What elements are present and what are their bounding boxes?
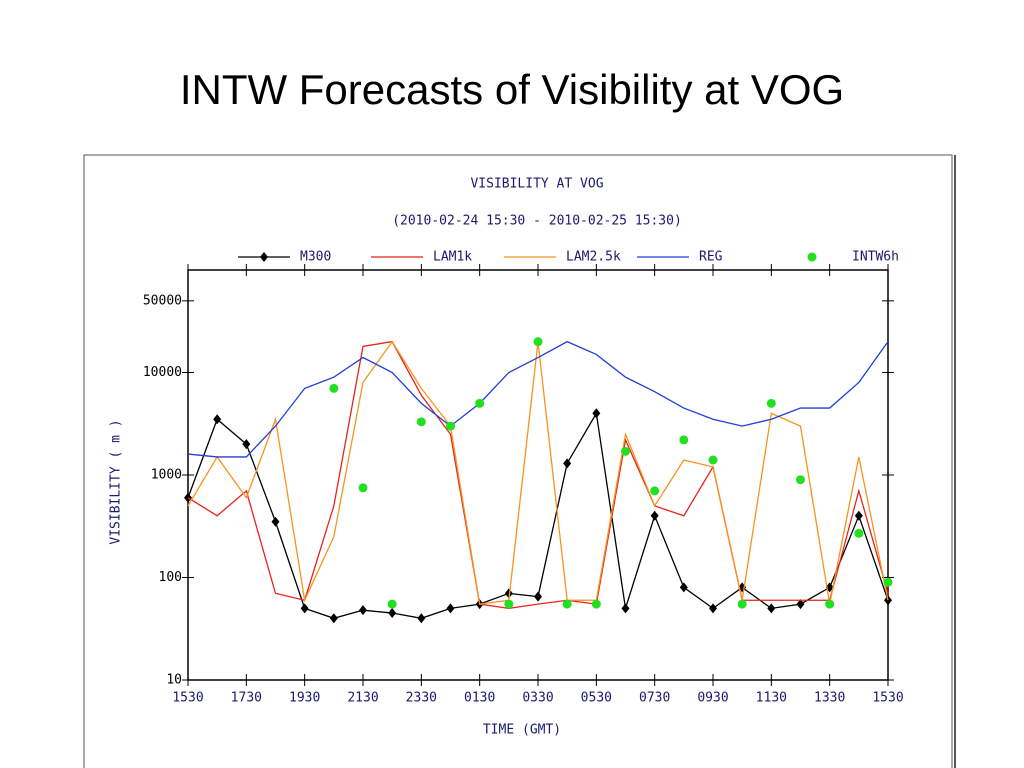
- data-point: [504, 588, 513, 599]
- y-tick-label: 10000: [143, 365, 182, 380]
- x-tick-label: 0730: [639, 691, 670, 706]
- data-point: [767, 603, 776, 614]
- data-point: [329, 383, 339, 393]
- data-point: [446, 421, 455, 431]
- y-tick-label: 1000: [151, 468, 182, 483]
- data-point: [709, 603, 717, 614]
- y-tick-label: 100: [159, 570, 182, 585]
- data-point: [358, 483, 368, 493]
- data-point: [854, 510, 863, 521]
- x-tick-label: 0330: [522, 691, 553, 706]
- x-tick-label: 1330: [814, 691, 845, 706]
- y-tick-label: 50000: [143, 293, 182, 308]
- legend-marker: [807, 252, 817, 262]
- data-point: [242, 439, 251, 450]
- data-point: [563, 458, 572, 469]
- data-point: [446, 603, 455, 614]
- data-point: [796, 475, 805, 485]
- data-point: [359, 605, 367, 616]
- data-point: [475, 398, 485, 408]
- x-tick-label: 1530: [872, 691, 903, 706]
- data-point: [854, 528, 864, 538]
- data-point: [388, 608, 397, 619]
- legend-label: M300: [300, 250, 331, 265]
- data-point: [650, 486, 660, 496]
- data-point: [621, 446, 630, 456]
- data-point: [591, 599, 601, 609]
- data-point: [387, 599, 397, 609]
- x-tick-label: 1930: [289, 691, 320, 706]
- slide-title: INTW Forecasts of Visibility at VOG: [179, 66, 845, 113]
- x-tick-label: 2330: [406, 691, 437, 706]
- legend-marker: [260, 252, 268, 262]
- series-line: [187, 340, 889, 458]
- data-point: [825, 599, 835, 609]
- x-axis-label: TIME (GMT): [483, 723, 561, 738]
- data-point: [708, 455, 718, 465]
- data-point: [416, 417, 426, 427]
- x-tick-label: 0530: [581, 691, 612, 706]
- data-point: [504, 599, 514, 609]
- data-point: [679, 435, 689, 445]
- x-tick-label: 0130: [464, 691, 495, 706]
- y-tick-label: 10: [166, 673, 182, 688]
- x-tick-label: 1530: [172, 691, 203, 706]
- data-point: [883, 577, 893, 587]
- x-tick-label: 1130: [756, 691, 787, 706]
- data-point: [766, 398, 776, 408]
- x-tick-label: 1730: [231, 691, 262, 706]
- x-tick-label: 0930: [697, 691, 728, 706]
- data-point: [679, 582, 688, 593]
- data-point: [737, 599, 747, 609]
- data-point: [534, 591, 542, 602]
- legend-label: LAM2.5k: [566, 250, 621, 265]
- legend-label: REG: [699, 250, 723, 265]
- legend-label: LAM1k: [433, 250, 472, 265]
- data-point: [650, 510, 659, 521]
- data-point: [533, 337, 543, 347]
- data-point: [271, 516, 280, 527]
- x-tick-label: 2130: [347, 691, 378, 706]
- data-point: [417, 613, 426, 624]
- data-point: [300, 603, 309, 614]
- data-point: [329, 613, 338, 624]
- data-point: [592, 408, 601, 419]
- data-point: [621, 603, 630, 614]
- y-axis-label: VISIBILITY ( m ): [109, 419, 124, 544]
- chart-subtitle: (2010-02-24 15:30 - 2010-02-25 15:30): [392, 214, 682, 229]
- data-point: [796, 599, 805, 610]
- legend-label: INTW6h: [852, 250, 899, 265]
- chart-title: VISIBILITY AT VOG: [470, 177, 603, 192]
- data-point: [213, 414, 222, 425]
- data-point: [562, 599, 572, 609]
